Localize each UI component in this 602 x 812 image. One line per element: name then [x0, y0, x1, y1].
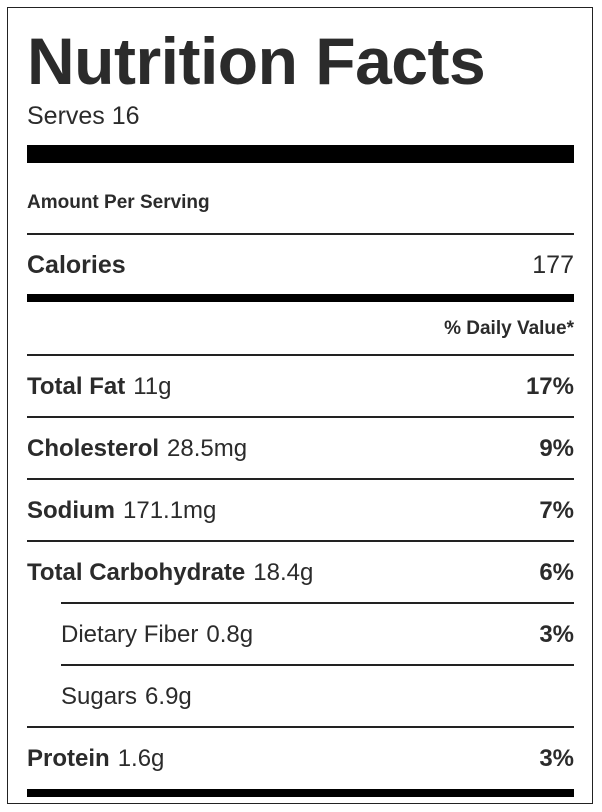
nutrient-row-total-fat: Total Fat 11g 17% — [27, 369, 574, 405]
divider — [27, 233, 574, 235]
nutrient-amount: 11g — [133, 373, 172, 400]
nutrient-row-protein: Protein 1.6g 3% — [27, 741, 574, 777]
nutrient-name: Sodium — [27, 497, 115, 524]
nutrient-amount: 1.6g — [117, 745, 165, 772]
nutrient-name: Dietary Fiber — [61, 621, 199, 648]
calories-value: 177 — [532, 250, 574, 279]
nutrient-daily-percent: 9% — [539, 435, 574, 462]
nutrient-row-cholesterol: Cholesterol 28.5mg 9% — [27, 431, 574, 467]
nutrient-amount: 0.8g — [206, 621, 254, 648]
nutrient-row-sodium: Sodium 171.1mg 7% — [27, 493, 574, 529]
nutrient-amount: 171.1mg — [123, 497, 217, 524]
nutrition-facts-label: Nutrition Facts Serves 16 Amount Per Ser… — [7, 7, 593, 804]
nutrient-row-total-carbohydrate: Total Carbohydrate 18.4g 6% — [27, 555, 574, 591]
divider — [27, 354, 574, 356]
nutrient-amount: 6.9g — [145, 683, 192, 710]
divider — [27, 540, 574, 542]
nutrient-daily-percent: 7% — [539, 497, 574, 524]
calories-row: Calories 177 — [27, 247, 574, 283]
divider — [61, 664, 574, 666]
servings-text: Serves 16 — [27, 102, 140, 130]
nutrient-daily-percent: 6% — [539, 559, 574, 586]
nutrient-amount: 28.5mg — [167, 435, 248, 462]
label-title: Nutrition Facts — [27, 24, 486, 98]
medium-divider — [27, 294, 574, 302]
daily-value-heading: % Daily Value* — [444, 318, 574, 339]
nutrient-daily-percent: 17% — [525, 373, 574, 400]
divider — [27, 478, 574, 480]
nutrient-name: Protein — [27, 745, 110, 772]
divider — [27, 726, 574, 728]
nutrient-name: Total Carbohydrate — [27, 559, 246, 586]
nutrient-name: Cholesterol — [27, 435, 160, 462]
nutrient-name: Total Fat — [27, 373, 126, 400]
nutrient-name: Sugars — [61, 683, 138, 710]
thick-divider — [27, 145, 574, 163]
bottom-divider — [27, 789, 574, 797]
divider — [61, 602, 574, 604]
nutrient-daily-percent: 3% — [539, 621, 574, 648]
nutrient-daily-percent: 3% — [539, 745, 574, 772]
nutrient-row-sugars: Sugars 6.9g — [61, 679, 574, 715]
nutrient-amount: 18.4g — [253, 559, 314, 586]
calories-label: Calories — [27, 250, 126, 279]
divider — [27, 416, 574, 418]
nutrient-row-dietary-fiber: Dietary Fiber 0.8g 3% — [61, 617, 574, 653]
amount-per-serving-heading: Amount Per Serving — [27, 192, 210, 213]
